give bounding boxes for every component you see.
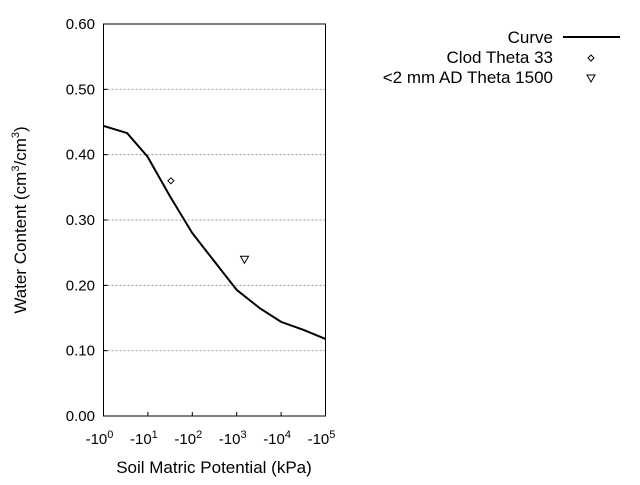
y-axis: 0.00 0.10 0.20 0.30 0.40 0.50 0.60: [66, 16, 108, 425]
clod-theta-33-point: [167, 177, 175, 185]
x-tick-label: -105: [308, 429, 336, 448]
x-tick-label: -104: [263, 429, 291, 448]
series-layer: [103, 124, 326, 340]
y-tick-label: 0.20: [66, 277, 95, 294]
curve-line: [103, 124, 326, 340]
x-tick-label: -101: [130, 429, 158, 448]
ad-theta-1500-point: [239, 255, 250, 265]
legend-diamond-marker: [587, 54, 595, 62]
y-tick-label: 0.50: [66, 81, 95, 98]
x-axis-label: Soil Matric Potential (kPa): [116, 458, 312, 477]
legend-triangle-marker: [586, 74, 596, 84]
legend-label-curve: Curve: [508, 28, 553, 47]
y-axis-label: Water Content (cm3/cm3): [10, 126, 30, 313]
x-axis: -100 -101 -102 -103 -104 -105: [86, 412, 336, 448]
grid: [103, 88, 326, 352]
y-tick-label: 0.60: [66, 16, 95, 33]
y-tick-label: 0.40: [66, 147, 95, 164]
legend-label-clod: Clod Theta 33: [447, 48, 553, 67]
y-tick-label: 0.00: [66, 408, 95, 425]
x-tick-label: -102: [174, 429, 202, 448]
y-tick-label: 0.30: [66, 212, 95, 229]
y-tick-label: 0.10: [66, 343, 95, 360]
legend-label-ad: <2 mm AD Theta 1500: [383, 68, 553, 87]
x-tick-label: -103: [219, 429, 247, 448]
legend: Curve Clod Theta 33 <2 mm AD Theta 1500: [383, 28, 620, 87]
x-tick-label: -100: [86, 429, 114, 448]
